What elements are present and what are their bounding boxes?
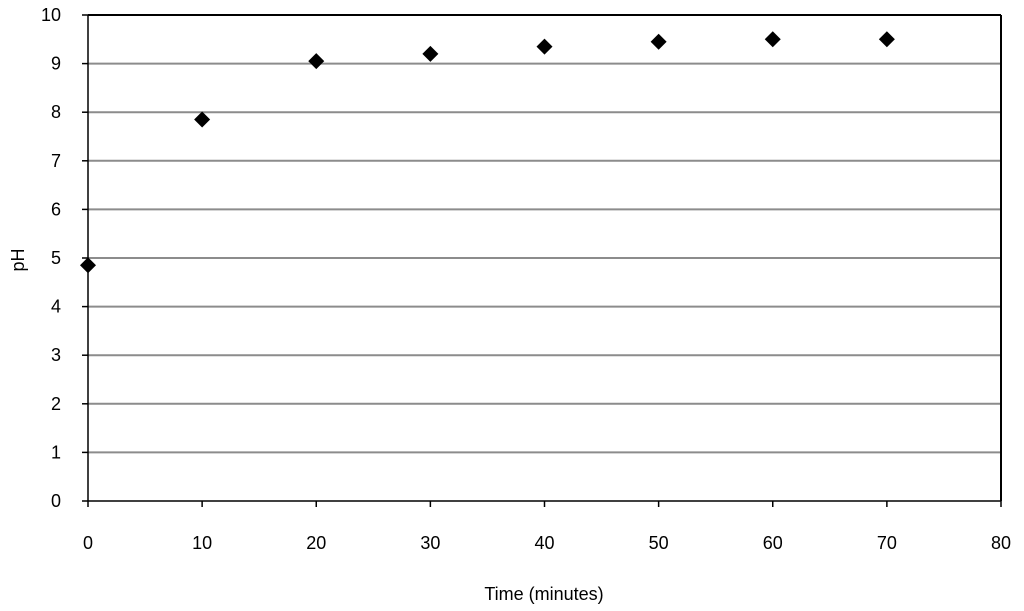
x-tick-label: 30 [420,533,440,553]
x-tick-label: 50 [649,533,669,553]
x-axis-title: Time (minutes) [484,584,603,604]
x-tick-label: 40 [534,533,554,553]
y-tick-label: 8 [51,102,61,122]
y-tick-label: 0 [51,491,61,511]
y-tick-label: 1 [51,442,61,462]
grid-lines [88,14,1001,454]
x-tick-label: 20 [306,533,326,553]
y-tick-label: 6 [51,199,61,219]
data-point-diamond [194,111,211,128]
y-tick-label: 4 [51,297,61,317]
data-point-diamond [650,33,667,50]
y-tick-label: 5 [51,248,61,268]
data-point-diamond [878,31,895,48]
data-point-diamond [308,53,325,70]
y-axis-ticks: 0 1 2 3 4 5 6 7 8 9 10 [41,5,88,511]
data-point-diamond [422,45,439,62]
y-tick-label: 2 [51,394,61,414]
y-axis-title: pH [8,248,28,271]
x-tick-label: 70 [877,533,897,553]
y-tick-label: 9 [51,54,61,74]
y-tick-label: 7 [51,151,61,171]
x-tick-label: 60 [763,533,783,553]
data-point-diamond [80,257,96,274]
x-axis-ticks: 0 10 20 30 40 50 60 70 80 [83,501,1011,553]
x-tick-label: 10 [192,533,212,553]
x-tick-label: 80 [991,533,1011,553]
data-point-diamond [764,31,781,48]
x-tick-label: 0 [83,533,93,553]
y-tick-label: 10 [41,5,61,25]
data-points [80,31,895,274]
y-tick-label: 3 [51,345,61,365]
data-point-diamond [536,38,553,55]
